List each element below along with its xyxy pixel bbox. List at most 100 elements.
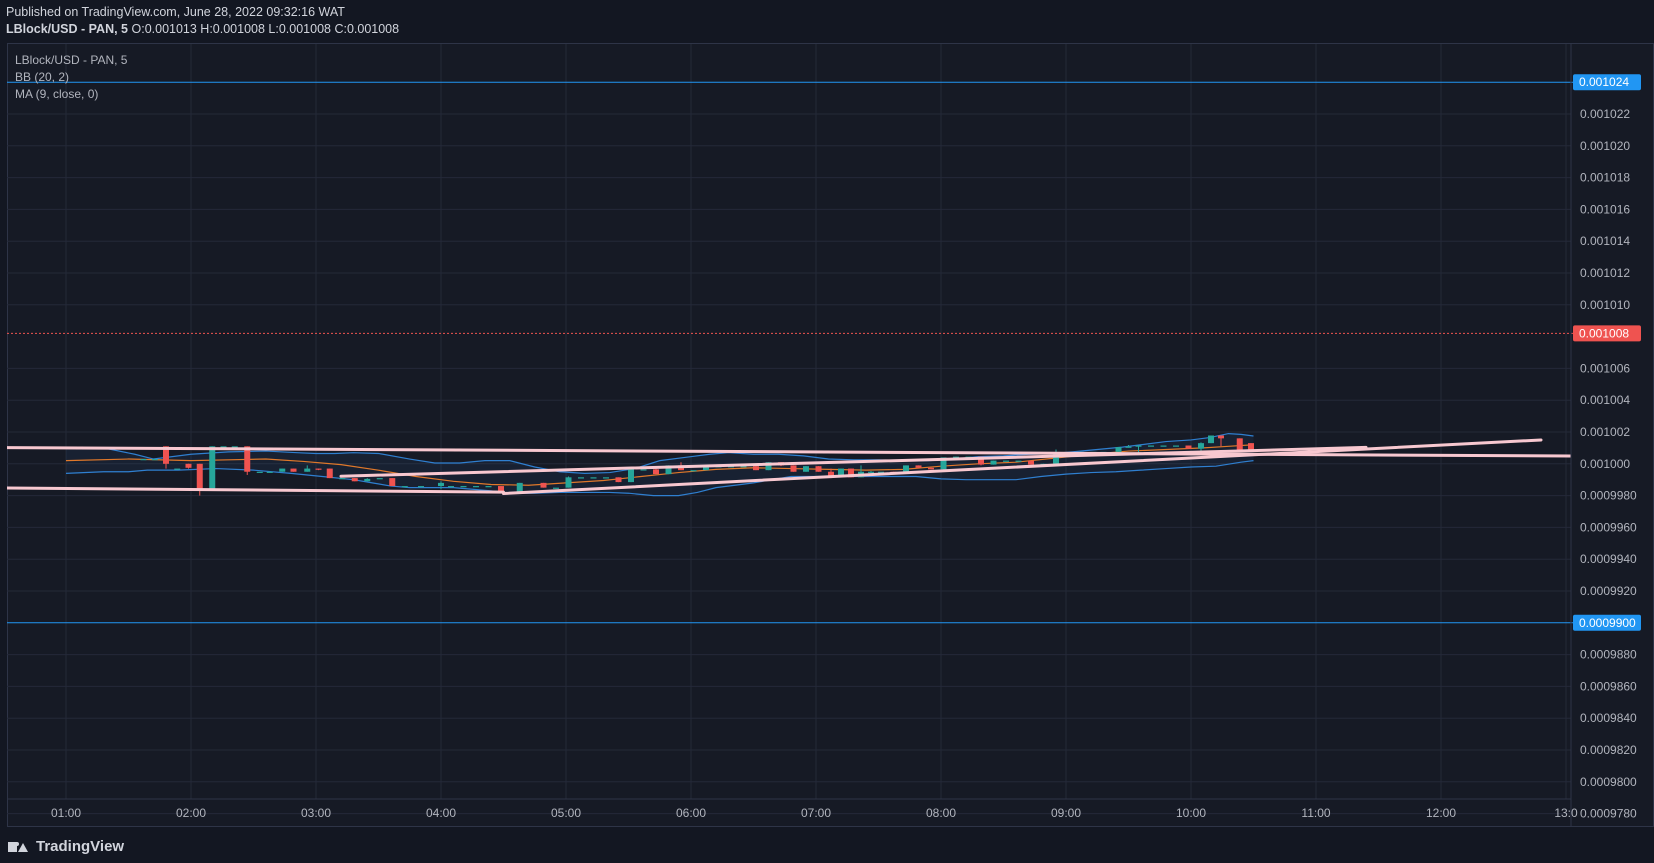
candle-body — [590, 477, 597, 479]
candle-body — [315, 468, 322, 470]
candle — [290, 468, 297, 472]
candle-body — [209, 446, 216, 491]
candle-body — [1148, 445, 1154, 447]
candle — [690, 470, 697, 472]
candle — [1028, 460, 1034, 465]
time-tick-label: 04:00 — [426, 806, 456, 820]
candle-body — [185, 463, 192, 468]
candle-body — [1028, 460, 1034, 465]
chart-frame — [7, 43, 1654, 827]
trendline — [7, 486, 505, 494]
candle-body — [603, 477, 609, 479]
candle-body — [290, 468, 297, 472]
candle — [1003, 460, 1009, 462]
legend-ma[interactable]: MA (9, close, 0) — [15, 87, 99, 101]
tradingview-logo-icon — [8, 840, 30, 854]
candle-body — [790, 465, 797, 472]
candle — [1148, 445, 1154, 447]
candle-body — [915, 465, 922, 468]
candle-body — [1218, 435, 1224, 439]
candle — [878, 471, 884, 473]
candle — [640, 469, 647, 471]
candle-body — [266, 471, 273, 473]
candle-body — [553, 487, 559, 489]
candle — [803, 466, 809, 472]
tradingview-brand[interactable]: TradingView — [8, 838, 124, 855]
candle — [266, 471, 273, 473]
candle — [279, 468, 286, 472]
candle-body — [174, 468, 181, 470]
candle-body — [838, 468, 844, 477]
candle-body — [565, 477, 572, 488]
price-tick-label: 0.0009940 — [1580, 552, 1637, 566]
candle — [753, 466, 759, 471]
candle-body — [628, 469, 634, 483]
candle-body — [376, 478, 383, 480]
legend-symbol[interactable]: LBlock/USD - PAN, 5 — [15, 53, 128, 67]
candle-body — [1173, 445, 1179, 447]
candle — [615, 477, 622, 483]
candle-body — [1160, 445, 1167, 447]
candle-body — [903, 465, 909, 473]
candle — [565, 476, 572, 488]
candle — [315, 468, 322, 471]
candle — [1198, 442, 1204, 452]
price-tick-label: 0.0009780 — [1580, 807, 1637, 821]
time-tick-label: 13:0 — [1554, 806, 1578, 820]
candle-body — [740, 466, 747, 468]
candle — [244, 446, 251, 475]
candle — [1115, 447, 1122, 452]
candle — [928, 467, 934, 470]
plot-area — [7, 432, 1571, 497]
candle — [438, 481, 444, 490]
candle-body — [244, 446, 251, 472]
candle-body — [473, 486, 479, 488]
candle — [389, 478, 396, 487]
bollinger-upper-line — [66, 432, 1254, 474]
price-badge — [1573, 325, 1641, 342]
candle-body — [690, 470, 697, 472]
candle-body — [978, 456, 984, 465]
time-tick-label: 05:00 — [551, 806, 581, 820]
candle-body — [401, 486, 408, 488]
candle-body — [339, 478, 346, 480]
candle — [815, 466, 822, 472]
candle — [553, 487, 559, 489]
candle — [1218, 435, 1224, 447]
candle — [516, 482, 523, 493]
price-badge — [1573, 74, 1641, 91]
price-tick-label: 0.001014 — [1580, 234, 1630, 248]
candle-body — [1003, 460, 1009, 462]
candle — [953, 456, 959, 458]
time-tick-label: 06:00 — [676, 806, 706, 820]
trendline — [502, 438, 1543, 496]
candle — [603, 477, 609, 479]
candle-body — [615, 477, 622, 483]
time-axis: 01:00 02:00 03:00 04:00 05:00 06:00 07:00 08:00… — [51, 806, 1578, 820]
trendline — [339, 445, 1368, 478]
candle — [364, 478, 371, 482]
price-tick-label: 0.0009980 — [1580, 489, 1637, 503]
candle — [326, 468, 333, 479]
price-tick-label: 0.001000 — [1580, 457, 1630, 471]
candle-body — [196, 463, 203, 491]
candle — [915, 465, 922, 468]
price-tick-label: 0.0009800 — [1580, 775, 1637, 789]
candle — [1208, 435, 1214, 444]
candle-body — [1115, 447, 1122, 452]
price-tick-label: 0.0009820 — [1580, 743, 1637, 757]
candle-body — [653, 469, 659, 475]
candle-body — [1185, 445, 1192, 449]
legend-bb[interactable]: BB (20, 2) — [15, 70, 70, 84]
time-tick-label: 01:00 — [51, 806, 81, 820]
candle — [376, 478, 383, 480]
candle-body — [665, 465, 672, 475]
candle-body — [953, 456, 959, 458]
price-tick-label: 0.001004 — [1580, 393, 1630, 407]
candle — [209, 446, 216, 491]
candle — [151, 459, 158, 461]
price-tick-label: 0.001010 — [1580, 298, 1630, 312]
candle-body — [1198, 443, 1204, 449]
time-tick-label: 02:00 — [176, 806, 206, 820]
